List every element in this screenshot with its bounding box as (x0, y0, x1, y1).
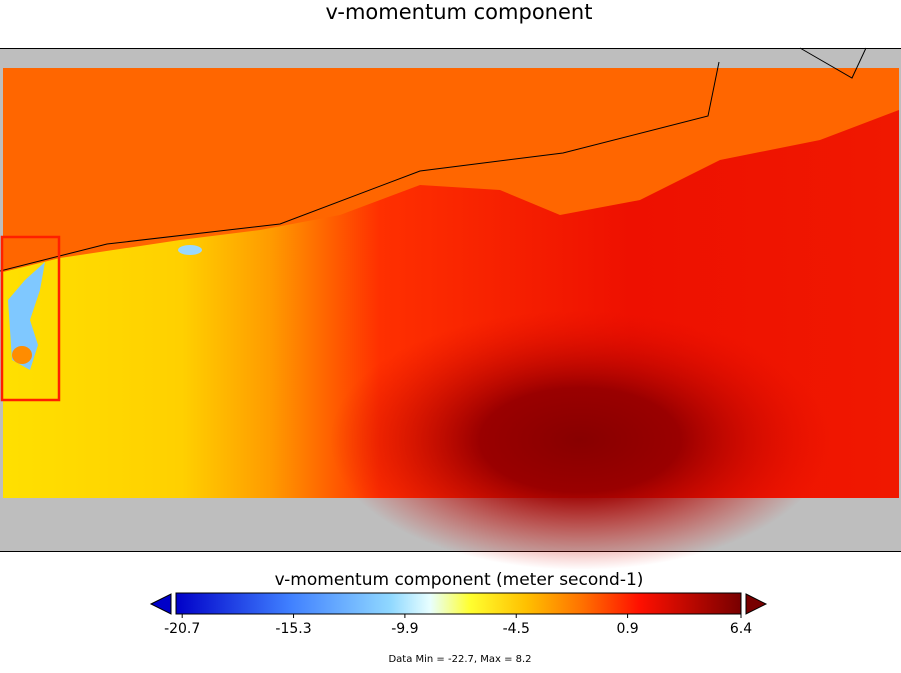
colorbar-tick-label: -15.3 (275, 621, 311, 637)
colorbar-max-arrow (745, 593, 768, 615)
highlight-box (0, 235, 61, 402)
colorbar-tick-label: -4.5 (503, 621, 530, 637)
colorbar-tick-label: -20.7 (164, 621, 200, 637)
colorbar-label: v-momentum component (meter second-1) (275, 570, 644, 590)
field-patch (178, 245, 202, 255)
field-patch (12, 346, 32, 364)
colorbar-min-arrow (149, 593, 172, 615)
coastline (799, 47, 867, 79)
colorbar (175, 592, 742, 615)
field (3, 68, 899, 570)
field-low (330, 310, 830, 570)
field-land (3, 68, 899, 272)
colorbar-tick-label: 6.4 (730, 621, 752, 637)
coastline (0, 61, 720, 272)
colorbar-tick-label: -9.9 (391, 621, 418, 637)
data-range-note: Data Min = -22.7, Max = 8.2 (388, 654, 531, 665)
title: v-momentum component (326, 0, 593, 24)
field-patch (8, 262, 45, 370)
colorbar-tick-label: 0.9 (616, 621, 638, 637)
